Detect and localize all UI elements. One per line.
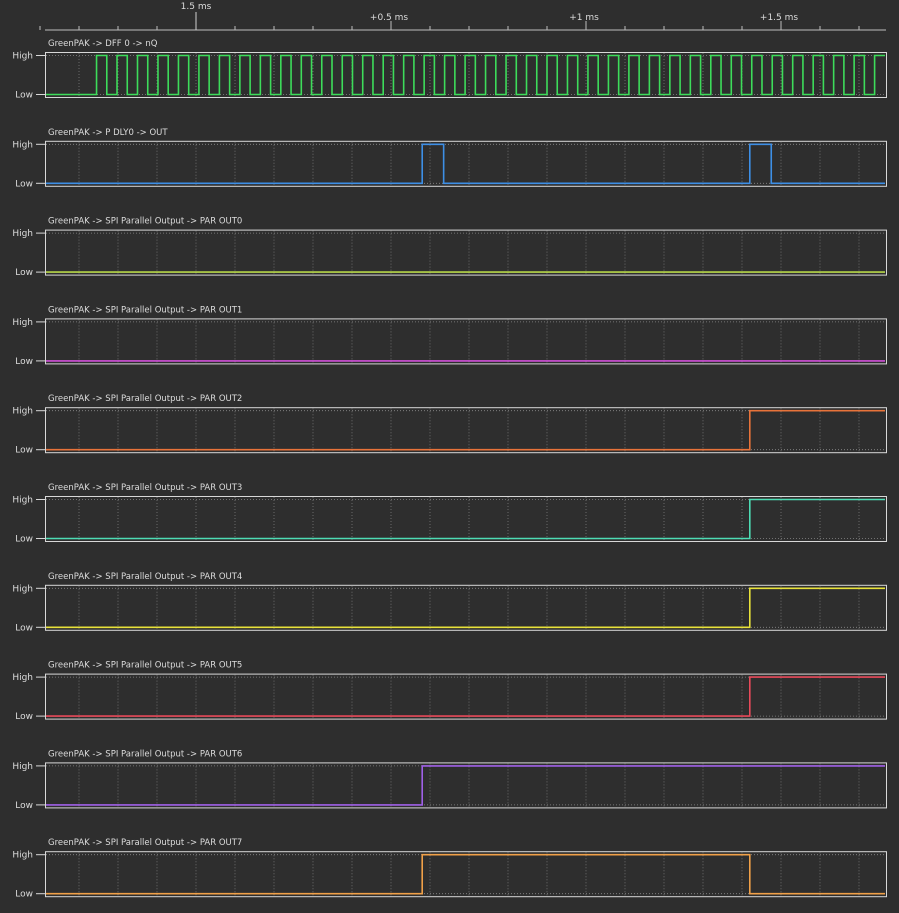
signal-row: GreenPAK -> SPI Parallel Output -> PAR O…: [12, 749, 887, 811]
signal-title: GreenPAK -> SPI Parallel Output -> PAR O…: [48, 217, 242, 227]
level-label-low: Low: [15, 91, 33, 101]
signal-title: GreenPAK -> SPI Parallel Output -> PAR O…: [48, 838, 242, 848]
signal-frame: [45, 762, 887, 809]
time-ruler: 1.5 ms +0.5 ms +1 ms +1.5 ms: [39, 2, 886, 31]
signal-waveform: [46, 143, 885, 185]
signal-title: GreenPAK -> SPI Parallel Output -> PAR O…: [48, 661, 242, 671]
level-label-high: High: [12, 851, 33, 861]
signal-waveform: [46, 765, 885, 806]
signal-title: GreenPAK -> P DLY0 -> OUT: [48, 128, 168, 138]
signal-frame: [45, 496, 887, 542]
level-label-high: High: [12, 52, 33, 62]
signal-row: GreenPAK -> DFF 0 -> nQ High Low: [12, 39, 887, 101]
ruler-label: +0.5 ms: [370, 13, 408, 23]
signal-frame: [45, 318, 887, 365]
ruler-label: +1 ms: [569, 13, 599, 23]
level-label-high: High: [12, 407, 33, 417]
level-label-low: Low: [15, 179, 33, 189]
signal-row: GreenPAK -> SPI Parallel Output -> PAR O…: [12, 305, 887, 367]
signal-title: GreenPAK -> SPI Parallel Output -> PAR O…: [48, 483, 242, 493]
signal-frame: [45, 229, 887, 276]
level-label-high: High: [12, 762, 33, 772]
signal-title: GreenPAK -> SPI Parallel Output -> PAR O…: [48, 572, 242, 582]
signal-frame: [45, 584, 887, 631]
signal-waveform: [46, 676, 885, 717]
level-label-low: Low: [15, 623, 33, 633]
level-label-low: Low: [15, 890, 33, 900]
ruler-label: +1.5 ms: [760, 13, 798, 23]
level-label-high: High: [12, 673, 33, 683]
level-label-low: Low: [15, 712, 33, 722]
level-label-low: Low: [15, 446, 33, 456]
signal-row: GreenPAK -> SPI Parallel Output -> PAR O…: [12, 394, 887, 456]
signal-frame: [45, 140, 887, 187]
signal-waveform: [46, 587, 885, 629]
signal-frame: [45, 52, 887, 98]
signal-row: GreenPAK -> P DLY0 -> OUT High Low: [12, 128, 887, 189]
signal-waveform: [46, 498, 885, 540]
level-label-low: Low: [15, 268, 33, 278]
level-label-low: Low: [15, 535, 33, 545]
signal-title: GreenPAK -> SPI Parallel Output -> PAR O…: [48, 305, 242, 315]
signal-frame: [45, 407, 887, 454]
signal-title: GreenPAK -> DFF 0 -> nQ: [48, 39, 158, 49]
level-label-low: Low: [15, 801, 33, 811]
level-label-high: High: [12, 318, 33, 328]
signal-row: GreenPAK -> SPI Parallel Output -> PAR O…: [12, 483, 887, 545]
ruler-label: 1.5 ms: [181, 2, 212, 12]
level-label-high: High: [12, 229, 33, 239]
signal-title: GreenPAK -> SPI Parallel Output -> PAR O…: [48, 749, 242, 759]
signal-row: GreenPAK -> SPI Parallel Output -> PAR O…: [12, 217, 887, 278]
signal-row: GreenPAK -> SPI Parallel Output -> PAR O…: [12, 838, 887, 900]
level-label-high: High: [12, 584, 33, 594]
signal-waveform: [46, 409, 885, 451]
signal-waveform: [46, 54, 885, 96]
signal-waveform: [46, 853, 885, 895]
signal-row: GreenPAK -> SPI Parallel Output -> PAR O…: [12, 572, 887, 633]
level-label-low: Low: [15, 357, 33, 367]
signal-frame: [45, 673, 887, 720]
level-label-high: High: [12, 496, 33, 506]
signal-frame: [45, 851, 887, 898]
level-label-high: High: [12, 140, 33, 150]
signal-row: GreenPAK -> SPI Parallel Output -> PAR O…: [12, 661, 887, 722]
signal-title: GreenPAK -> SPI Parallel Output -> PAR O…: [48, 394, 242, 404]
